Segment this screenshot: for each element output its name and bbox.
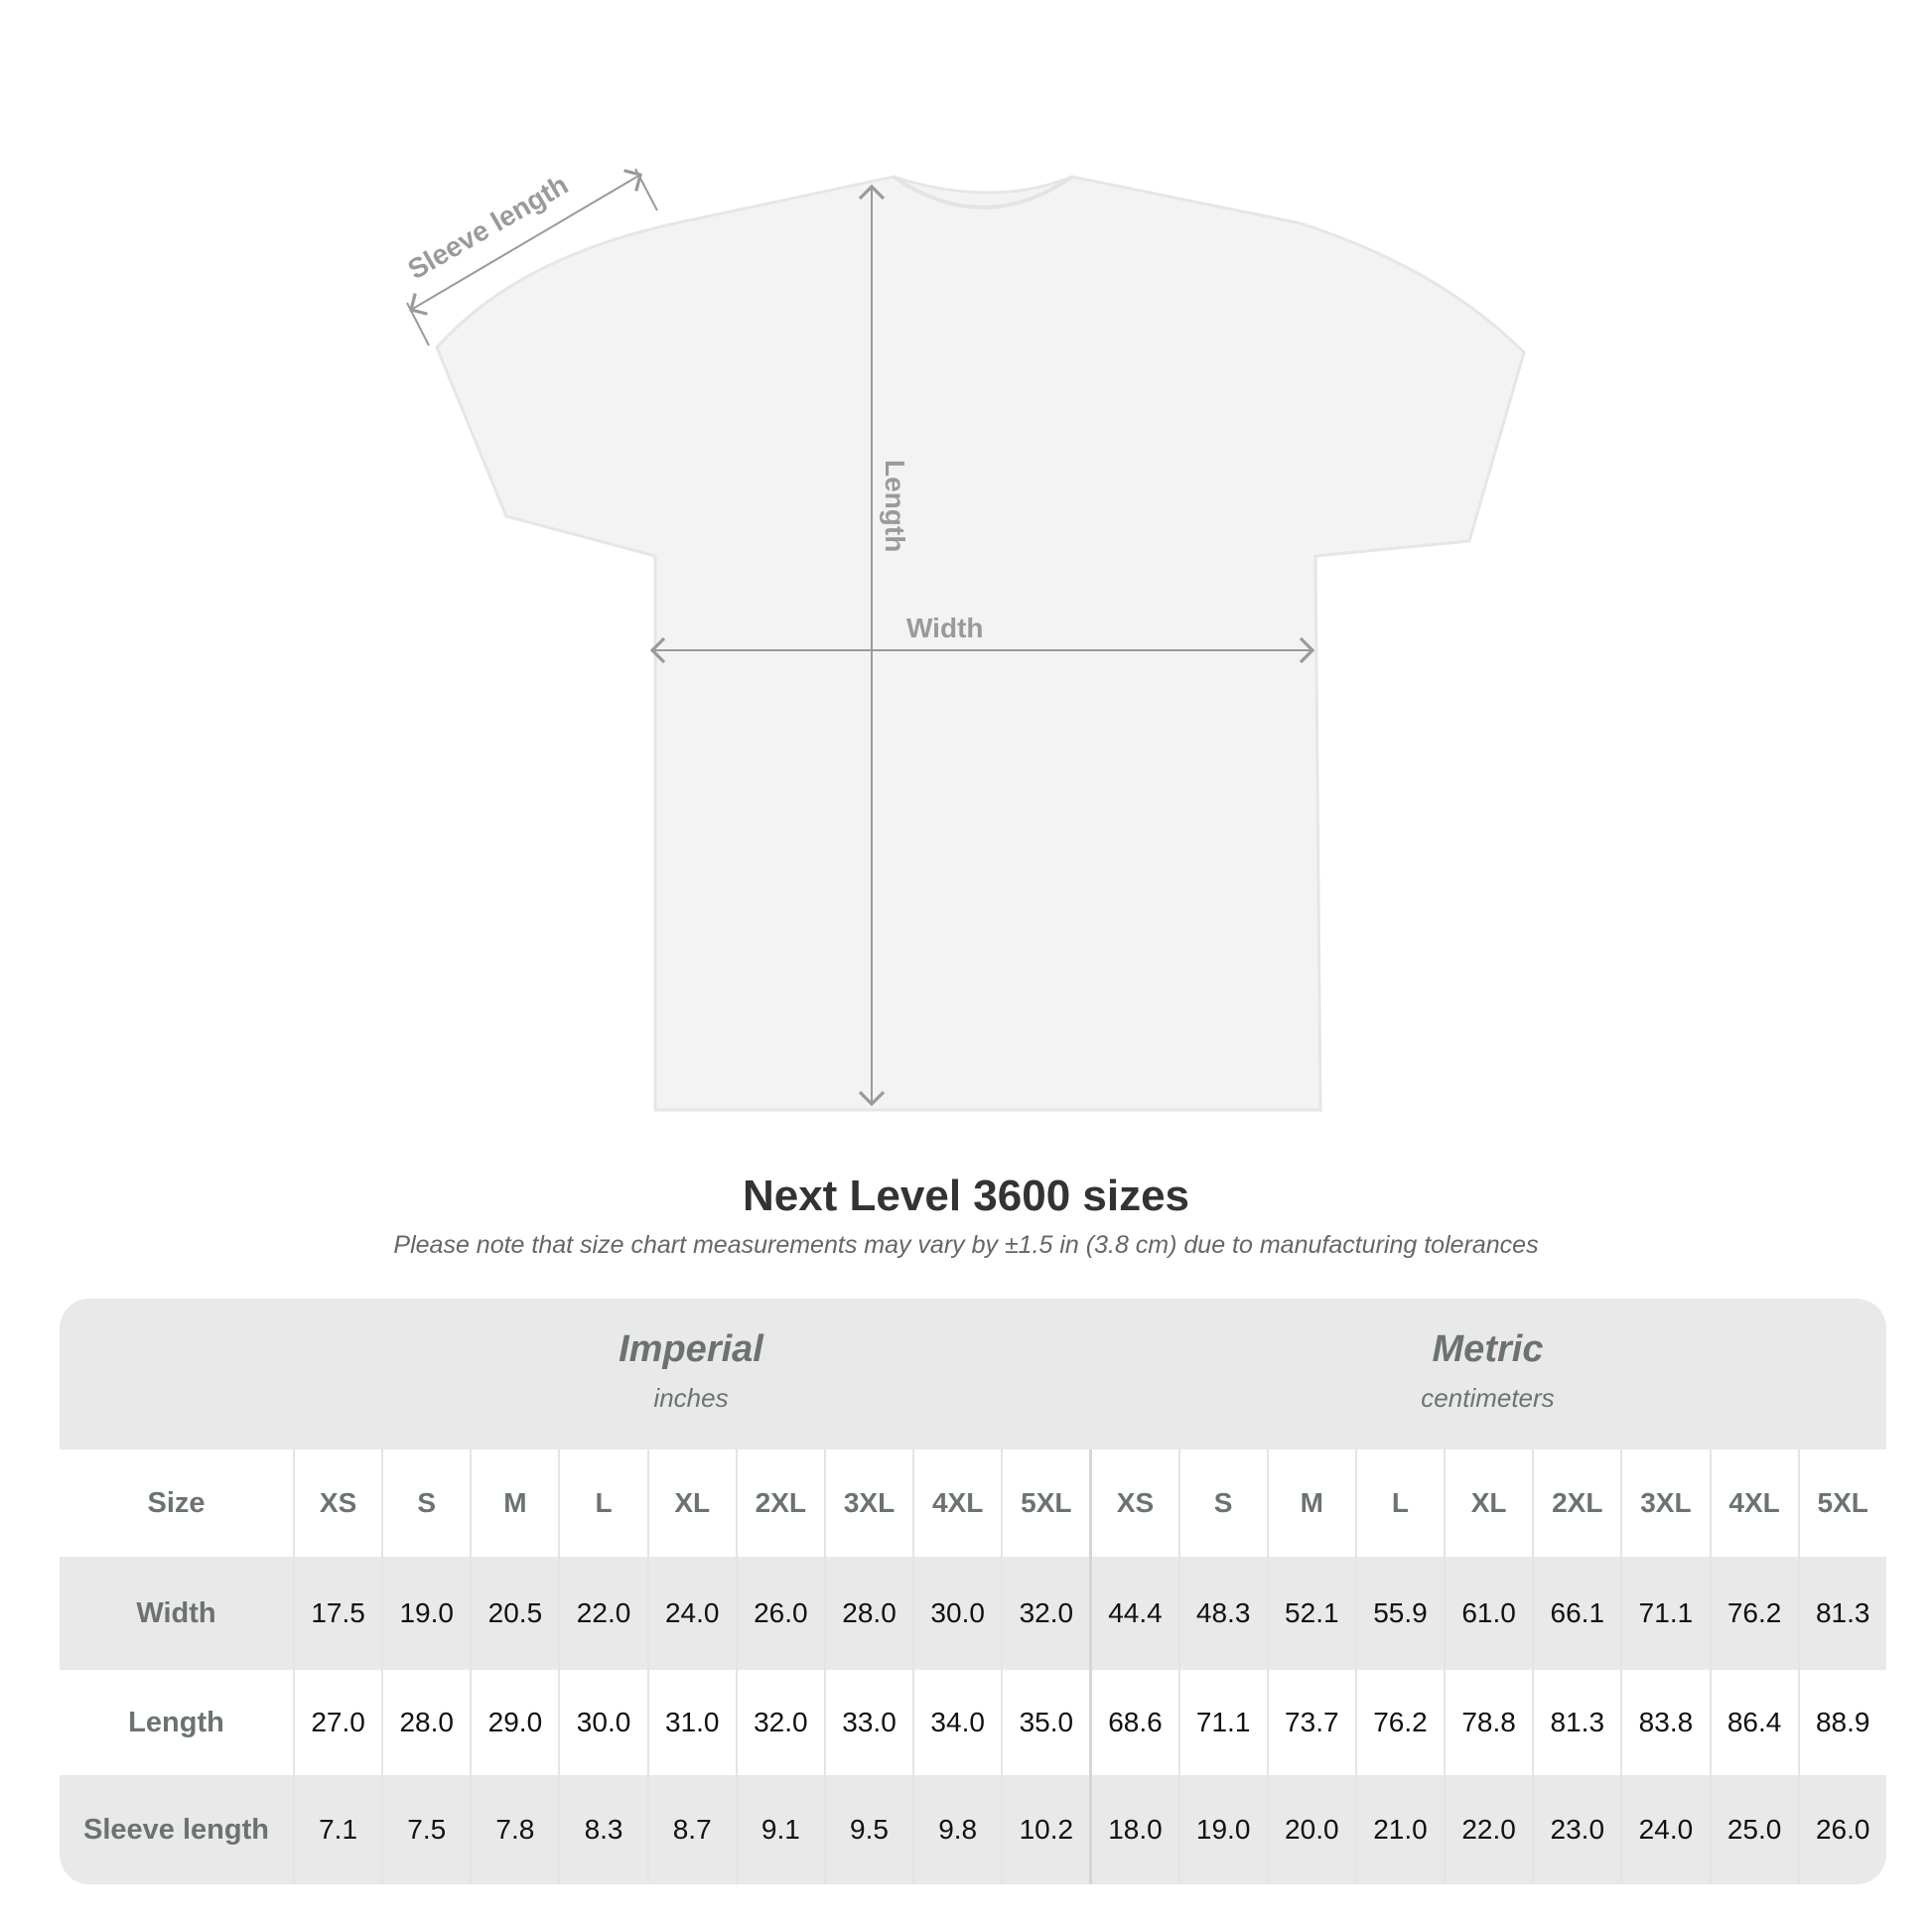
value-cell: 9.8 (912, 1775, 1001, 1884)
table-row: Width 17.5 19.0 20.5 22.0 24.0 26.0 28.0 30.0 32.… (60, 1557, 1886, 1670)
value-cell: 22.0 (558, 1557, 646, 1670)
value-cell: 27.0 (293, 1670, 381, 1775)
value-cell: 35.0 (1001, 1670, 1089, 1775)
value-cell: 8.7 (646, 1775, 736, 1884)
size-header-row: Size XS S M L XL 2XL 3XL 4XL 5XL XS S M L XL 2XL 3XL 4XL 5… (60, 1449, 1886, 1557)
value-cell: 25.0 (1709, 1775, 1798, 1884)
row-label: Length (128, 1706, 224, 1738)
size-header-cell: 3XL (1620, 1449, 1709, 1557)
value-cell: 32.0 (1001, 1557, 1089, 1670)
value-cell: 31.0 (646, 1670, 736, 1775)
value-cell: 22.0 (1444, 1775, 1532, 1884)
value-cell: 26.0 (1797, 1775, 1886, 1884)
imperial-title: Imperial (619, 1328, 763, 1370)
value-cell: 81.3 (1797, 1557, 1886, 1670)
size-header-cell: 2XL (1532, 1449, 1620, 1557)
size-header-cell: M (470, 1449, 558, 1557)
value-cell: 83.8 (1620, 1670, 1709, 1775)
size-header-cell: 4XL (1709, 1449, 1798, 1557)
value-cell: 71.1 (1177, 1670, 1267, 1775)
table-row: Sleeve length 7.1 7.5 7.8 8.3 8.7 9.1 9.5 9.8 10.… (60, 1775, 1886, 1884)
value-cell: 18.0 (1089, 1775, 1177, 1884)
size-header-cell: 4XL (912, 1449, 1001, 1557)
value-cell: 10.2 (1001, 1775, 1089, 1884)
tshirt-diagram: Sleeve length Length Width (403, 168, 1526, 1112)
value-cell: 7.1 (293, 1775, 381, 1884)
size-header-cell: 3XL (823, 1449, 912, 1557)
value-cell: 20.0 (1266, 1775, 1355, 1884)
row-label: Width (136, 1596, 216, 1629)
size-table: Imperial inches Metric centimeters Size X… (60, 1299, 1886, 1884)
size-header-cell: L (558, 1449, 646, 1557)
metric-unit: centimeters (1421, 1383, 1555, 1413)
tshirt-shape (435, 175, 1526, 1112)
value-cell: 17.5 (293, 1557, 381, 1670)
size-header-cell: L (1354, 1449, 1444, 1557)
size-header-cell: 5XL (1001, 1449, 1089, 1557)
size-header-cell: XS (293, 1449, 381, 1557)
value-cell: 9.1 (735, 1775, 824, 1884)
value-cell: 61.0 (1444, 1557, 1532, 1670)
page-title: Next Level 3600 sizes (742, 1172, 1190, 1220)
row-label: Size (147, 1486, 206, 1519)
row-label: Sleeve length (83, 1813, 269, 1846)
value-cell: 20.5 (470, 1557, 558, 1670)
size-header-cell: S (381, 1449, 470, 1557)
size-header-cell: S (1177, 1449, 1267, 1557)
metric-title: Metric (1432, 1328, 1544, 1370)
value-cell: 78.8 (1444, 1670, 1532, 1775)
value-cell: 21.0 (1354, 1775, 1444, 1884)
value-cell: 8.3 (558, 1775, 646, 1884)
value-cell: 88.9 (1797, 1670, 1886, 1775)
value-cell: 55.9 (1354, 1557, 1444, 1670)
value-cell: 76.2 (1354, 1670, 1444, 1775)
sleeve-arrow (409, 169, 642, 316)
metric-header: Metric centimeters (1089, 1299, 1886, 1449)
value-cell: 9.5 (823, 1775, 912, 1884)
size-header-cell: 5XL (1797, 1449, 1886, 1557)
size-header-cell: XL (646, 1449, 736, 1557)
value-cell: 34.0 (912, 1670, 1001, 1775)
value-cell: 7.5 (381, 1775, 470, 1884)
value-cell: 32.0 (735, 1670, 824, 1775)
value-cell: 24.0 (646, 1557, 736, 1670)
tolerance-note: Please note that size chart measurements… (393, 1231, 1539, 1259)
value-cell: 71.1 (1620, 1557, 1709, 1670)
value-cell: 26.0 (735, 1557, 824, 1670)
value-cell: 73.7 (1266, 1670, 1355, 1775)
value-cell: 29.0 (470, 1670, 558, 1775)
value-cell: 28.0 (823, 1557, 912, 1670)
value-cell: 52.1 (1266, 1557, 1355, 1670)
value-cell: 44.4 (1089, 1557, 1177, 1670)
value-cell: 30.0 (558, 1670, 646, 1775)
table-row: Length 27.0 28.0 29.0 30.0 31.0 32.0 33.0 34.0 35… (60, 1670, 1886, 1775)
size-header-cell: XL (1444, 1449, 1532, 1557)
length-label: Length (880, 460, 910, 552)
value-cell: 7.8 (470, 1775, 558, 1884)
size-header-cell: 2XL (735, 1449, 824, 1557)
value-cell: 68.6 (1089, 1670, 1177, 1775)
width-label: Width (906, 613, 984, 643)
imperial-unit: inches (653, 1383, 729, 1413)
value-cell: 33.0 (823, 1670, 912, 1775)
value-cell: 19.0 (1177, 1775, 1267, 1884)
size-header-cell: M (1266, 1449, 1355, 1557)
value-cell: 24.0 (1620, 1775, 1709, 1884)
value-cell: 30.0 (912, 1557, 1001, 1670)
value-cell: 76.2 (1709, 1557, 1798, 1670)
value-cell: 23.0 (1532, 1775, 1620, 1884)
value-cell: 81.3 (1532, 1670, 1620, 1775)
value-cell: 28.0 (381, 1670, 470, 1775)
imperial-header: Imperial inches (293, 1299, 1089, 1449)
size-header-cell: XS (1089, 1449, 1177, 1557)
value-cell: 66.1 (1532, 1557, 1620, 1670)
value-cell: 19.0 (381, 1557, 470, 1670)
value-cell: 86.4 (1709, 1670, 1798, 1775)
value-cell: 48.3 (1177, 1557, 1267, 1670)
